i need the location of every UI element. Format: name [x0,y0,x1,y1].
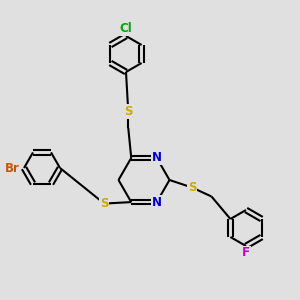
Text: Br: Br [4,161,20,175]
Text: N: N [152,152,162,164]
Text: N: N [152,196,162,208]
Text: S: S [100,197,109,210]
Text: S: S [124,105,133,118]
Text: S: S [188,181,196,194]
Text: F: F [242,246,250,259]
Text: Cl: Cl [120,22,132,35]
